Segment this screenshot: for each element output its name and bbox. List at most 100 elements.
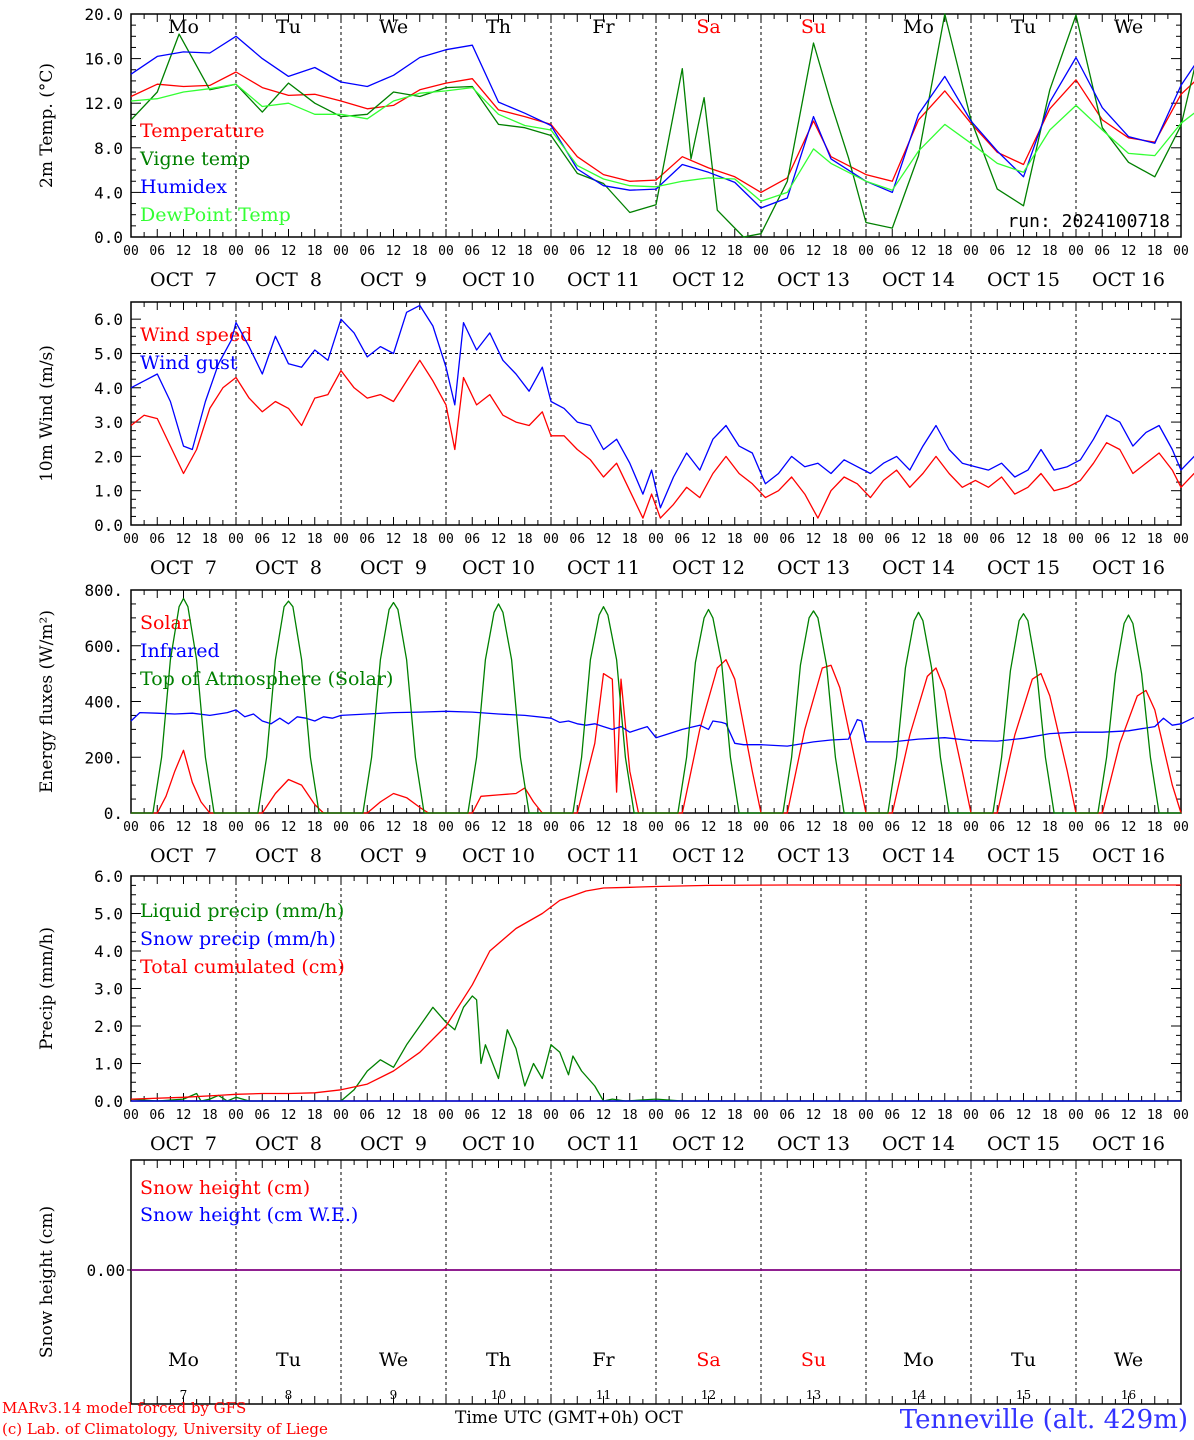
- y-tick-label: 4.0: [94, 942, 123, 961]
- hour-label: 06: [464, 1108, 480, 1123]
- date-label: OCT 7: [150, 269, 217, 291]
- day-number: 8: [285, 1388, 293, 1402]
- hour-label: 12: [1016, 820, 1032, 835]
- hour-label: 12: [911, 244, 927, 259]
- series-line: [131, 597, 1181, 814]
- date-label: OCT 8: [255, 1133, 322, 1155]
- date-label: OCT 9: [360, 557, 427, 579]
- y-tick-label: 1.0: [94, 482, 123, 501]
- date-label: OCT 14: [882, 557, 955, 579]
- hour-label: 06: [569, 820, 585, 835]
- hour-label: 00: [1068, 532, 1084, 547]
- hour-label: 00: [963, 532, 979, 547]
- hour-label: 06: [674, 532, 690, 547]
- date-label: OCT 10: [462, 1133, 535, 1155]
- energy-flux-panel: 0. 200. 400. 600. 800. Energy fluxes (W/m²) So…: [37, 581, 1194, 867]
- hour-label: 06: [884, 532, 900, 547]
- legend-entry: Snow height (cm): [140, 1177, 310, 1199]
- hour-label: 18: [307, 1108, 323, 1123]
- hour-label: 12: [911, 820, 927, 835]
- hour-label: 18: [727, 820, 743, 835]
- hour-label: 00: [858, 532, 874, 547]
- hour-label: 12: [491, 1108, 507, 1123]
- y-tick-label: 800.: [84, 581, 123, 600]
- hour-label: 18: [202, 1108, 218, 1123]
- hour-label: 18: [832, 1108, 848, 1123]
- day-label: Tu: [276, 1349, 301, 1371]
- date-label: OCT 16: [1092, 1133, 1165, 1155]
- y-tick-label: 3.0: [94, 980, 123, 999]
- hour-label: 18: [727, 532, 743, 547]
- hour-label: 12: [701, 244, 717, 259]
- legend-entry: Temperature: [140, 120, 264, 142]
- hour-label: 00: [333, 244, 349, 259]
- y-tick-label: 12.0: [84, 94, 123, 113]
- hour-label: 18: [1042, 820, 1058, 835]
- hour-label: 12: [281, 820, 297, 835]
- hour-label: 00: [648, 244, 664, 259]
- date-label: OCT 13: [777, 557, 850, 579]
- run-annotation: run: 2024100718: [1007, 211, 1170, 232]
- date-label: OCT 14: [882, 1133, 955, 1155]
- day-number: 14: [911, 1388, 927, 1402]
- day-number: 7: [180, 1388, 188, 1402]
- hour-label: 12: [596, 244, 612, 259]
- hour-label: 18: [517, 532, 533, 547]
- hour-label: 00: [1068, 244, 1084, 259]
- date-label: OCT 8: [255, 845, 322, 867]
- hour-label: 00: [1068, 820, 1084, 835]
- date-label: OCT 15: [987, 557, 1060, 579]
- date-label: OCT 11: [567, 557, 640, 579]
- hour-label: 12: [1121, 244, 1137, 259]
- hour-label: 00: [543, 820, 559, 835]
- series-line: [130, 35, 1194, 209]
- hour-label: 06: [149, 532, 165, 547]
- hour-label: 12: [281, 1108, 297, 1123]
- hour-label: 00: [963, 244, 979, 259]
- hour-label: 00: [333, 1108, 349, 1123]
- date-label: OCT 14: [882, 269, 955, 291]
- date-label: OCT 15: [987, 845, 1060, 867]
- hour-label: 18: [1147, 1108, 1163, 1123]
- hour-label: 18: [832, 820, 848, 835]
- hour-label: 06: [779, 532, 795, 547]
- y-tick-label: 0.: [104, 804, 123, 823]
- hour-label: 12: [386, 1108, 402, 1123]
- day-number: 12: [701, 1388, 716, 1402]
- hour-label: 06: [464, 532, 480, 547]
- date-label: OCT 8: [255, 269, 322, 291]
- day-number: 13: [806, 1388, 821, 1402]
- legend-entry: Total cumulated (cm): [140, 956, 345, 978]
- y-tick-label: 200.: [84, 748, 123, 767]
- day-label: Sa: [696, 16, 720, 38]
- day-number: 15: [1016, 1388, 1031, 1402]
- date-label: OCT 12: [672, 1133, 745, 1155]
- hour-label: 06: [779, 820, 795, 835]
- day-label: Sa: [696, 1349, 720, 1371]
- day-label: We: [379, 1349, 408, 1371]
- x-axis-title: Time UTC (GMT+0h) OCT: [455, 1408, 683, 1428]
- date-label: OCT 13: [777, 1133, 850, 1155]
- hour-label: 12: [491, 820, 507, 835]
- y-tick-label: 0.0: [94, 228, 123, 247]
- hour-label: 00: [858, 244, 874, 259]
- legend-entry: Snow precip (mm/h): [140, 928, 336, 950]
- hour-label: 00: [753, 1108, 769, 1123]
- hour-label: 18: [937, 820, 953, 835]
- station-name: Tenneville (alt. 429m): [900, 1405, 1188, 1435]
- hour-label: 18: [307, 244, 323, 259]
- hour-label: 00: [1173, 244, 1189, 259]
- hour-label: 12: [1016, 1108, 1032, 1123]
- day-label: Th: [486, 1349, 511, 1371]
- hour-label: 18: [1042, 244, 1058, 259]
- hour-label: 00: [648, 820, 664, 835]
- hour-label: 06: [569, 244, 585, 259]
- hour-label: 18: [517, 244, 533, 259]
- hour-label: 06: [149, 820, 165, 835]
- legend-entry: Humidex: [140, 176, 227, 198]
- y-tick-label: 1.0: [94, 1055, 123, 1074]
- hour-label: 06: [149, 1108, 165, 1123]
- hour-label: 18: [412, 244, 428, 259]
- y-tick-label: 5.0: [94, 344, 123, 363]
- date-label: OCT 10: [462, 845, 535, 867]
